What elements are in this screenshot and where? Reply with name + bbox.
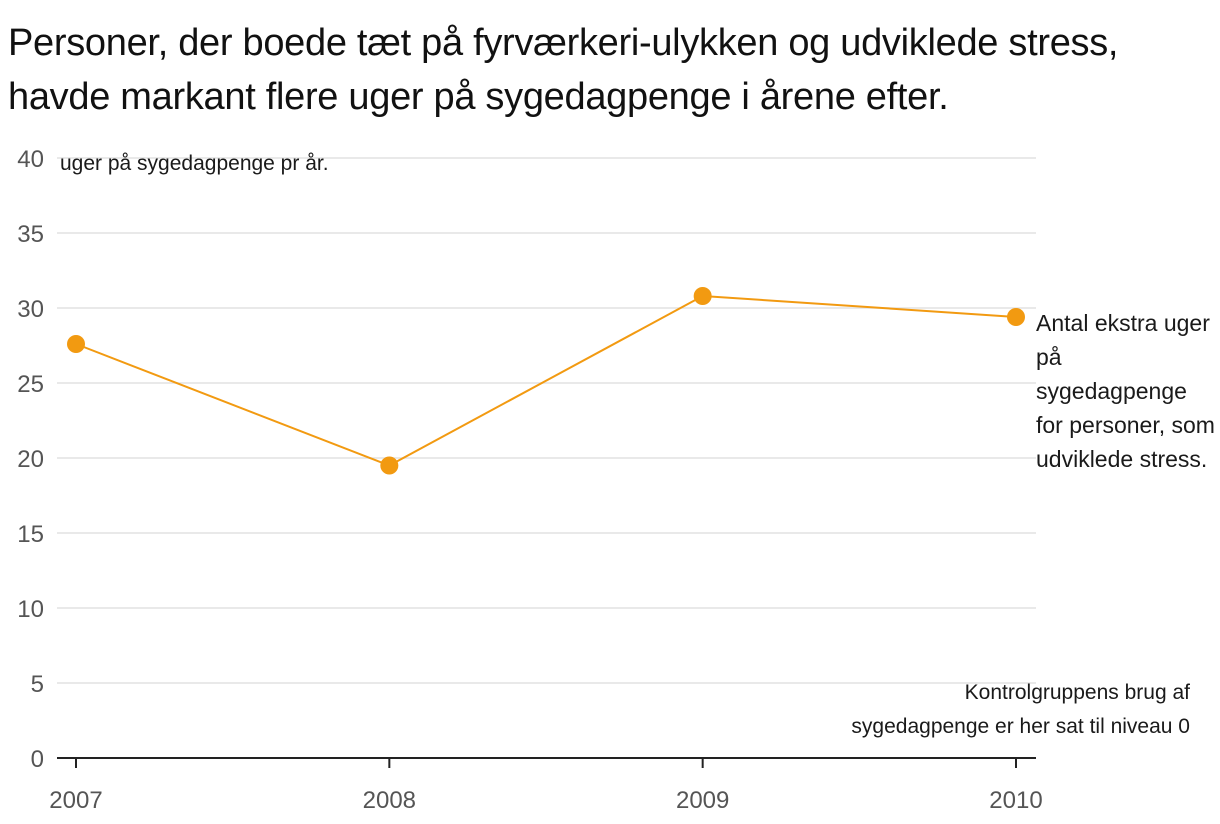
chart-title: Personer, der boede tæt på fyrværkeri-ul…: [8, 22, 1119, 118]
annotation-line-1: Kontrolgruppens brug af: [964, 681, 1190, 704]
series-label: Antal ekstra uger på sygedagpenge for pe…: [1036, 310, 1215, 472]
y-tick-label: 35: [17, 221, 44, 248]
data-point: [693, 287, 712, 305]
data-point: [67, 335, 85, 353]
y-tick-label: 30: [17, 296, 44, 323]
x-tick-label: 2008: [363, 787, 416, 814]
y-axis-label: uger på sygedagpenge pr år.: [60, 152, 329, 175]
y-tick-label: 25: [17, 371, 44, 398]
annotation-line-2: sygedagpenge er her sat til niveau 0: [851, 715, 1190, 738]
annotation-note: Kontrolgruppens brug af sygedagpenge er …: [770, 676, 1190, 744]
y-tick-label: 5: [31, 671, 44, 698]
data-point: [1007, 308, 1025, 326]
x-tick-label: 2010: [989, 787, 1042, 814]
series-line: [75, 294, 1017, 467]
y-tick-label: 10: [17, 596, 44, 623]
x-tick-label: 2007: [49, 787, 102, 814]
y-tick-label: 40: [17, 146, 44, 173]
y-tick-label: 15: [17, 521, 44, 548]
y-tick-label: 20: [17, 446, 44, 473]
data-point: [380, 456, 399, 475]
x-tick-label: 2009: [676, 787, 729, 814]
y-tick-label: 0: [31, 746, 44, 773]
